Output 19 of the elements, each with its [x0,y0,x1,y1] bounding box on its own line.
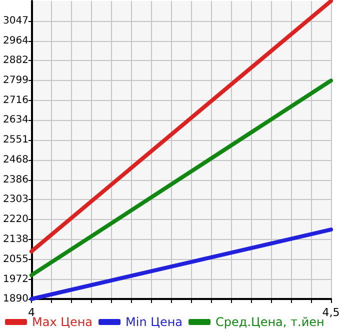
y-tick-label: 2882 [2,55,28,66]
y-tick-label: 2634 [2,114,28,126]
y-tick-label: 1890 [2,294,28,304]
y-tick-label: 2468 [2,154,28,166]
y-tick-label: 2220 [2,214,28,226]
y-tick-label: 2716 [2,94,28,106]
y-tick-label: 2964 [2,35,28,46]
legend-label: Max Цена [32,315,93,329]
y-tick-label: 2138 [2,234,28,245]
y-tick-label: 2799 [2,75,28,86]
legend-label: Min Цена [126,315,183,329]
y-tick-label: 2551 [2,134,28,146]
legend-label: Сред.Цена, т.йен [216,315,324,329]
y-tick-label: 2386 [2,174,28,186]
x-tick-label: 4,5 [322,306,340,319]
y-tick-label: 2055 [2,254,28,265]
y-tick-label: 1972 [2,274,28,285]
y-tick-label: 3047 [2,15,28,26]
y-tick-label: 2303 [2,194,28,206]
